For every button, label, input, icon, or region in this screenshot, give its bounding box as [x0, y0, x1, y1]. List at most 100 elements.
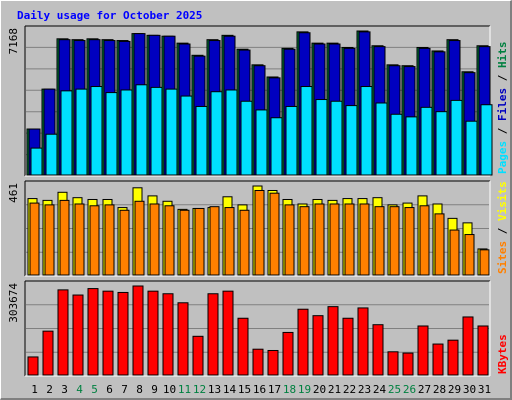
bar-pages: [360, 86, 373, 176]
bar-sites: [89, 205, 100, 276]
legend-separator: /: [496, 121, 509, 141]
bar-sites: [464, 234, 475, 276]
bar-pages: [405, 116, 418, 176]
day-tick-label: 9: [151, 383, 158, 396]
bar-pages: [120, 89, 133, 176]
legend-visits: Visits: [496, 181, 509, 221]
bar-sites: [284, 204, 295, 276]
bar-pages: [240, 100, 253, 176]
y-max-label: 303674: [7, 283, 20, 323]
day-tick-label: 2: [46, 383, 53, 396]
bar-sites: [449, 229, 460, 276]
bar-kbytes: [87, 288, 99, 376]
bar-kbytes: [432, 343, 444, 376]
bar-kbytes: [462, 316, 474, 376]
bar-sites: [329, 203, 340, 276]
day-tick-label: 27: [418, 383, 431, 396]
day-tick-label: 12: [193, 383, 206, 396]
legend-pages: Pages: [496, 141, 509, 174]
bar-pages: [255, 109, 268, 176]
bar-sites: [389, 206, 400, 276]
bar-sites: [419, 205, 430, 276]
bar-pages: [225, 89, 238, 176]
bar-sites: [209, 206, 220, 276]
bar-kbytes: [357, 307, 369, 376]
bar-sites: [374, 206, 385, 276]
day-tick-label: 8: [136, 383, 143, 396]
bar-pages: [390, 113, 403, 176]
legend-separator: /: [496, 221, 509, 241]
bar-kbytes: [102, 290, 114, 376]
day-tick-label: 6: [106, 383, 113, 396]
day-tick-label: 28: [433, 383, 446, 396]
day-tick-label: 5: [91, 383, 98, 396]
legend-kbytes: KBytes: [496, 334, 509, 374]
bar-kbytes: [222, 290, 234, 376]
bar-kbytes: [387, 351, 399, 376]
day-tick-label: 10: [163, 383, 176, 396]
day-tick-label: 30: [463, 383, 476, 396]
bar-pages: [180, 95, 193, 176]
bar-kbytes: [327, 306, 339, 376]
bar-sites: [149, 203, 160, 276]
day-tick-label: 1: [31, 383, 38, 396]
bar-kbytes: [117, 291, 129, 376]
bar-kbytes: [57, 289, 69, 376]
bar-kbytes: [42, 330, 54, 376]
bar-kbytes: [282, 331, 294, 376]
bar-kbytes: [477, 325, 489, 376]
day-tick-label: 29: [448, 383, 461, 396]
bar-sites: [179, 209, 190, 276]
bar-pages: [435, 111, 448, 176]
bar-pages: [270, 117, 283, 176]
day-tick-label: 21: [328, 383, 341, 396]
bar-sites: [164, 205, 175, 276]
day-tick-label: 22: [343, 383, 356, 396]
bar-kbytes: [252, 348, 264, 376]
bar-kbytes: [27, 356, 39, 376]
bar-sites: [269, 192, 280, 276]
legend-files: Files: [496, 88, 509, 121]
day-tick-label: 16: [253, 383, 266, 396]
day-tick-label: 18: [283, 383, 296, 396]
bar-sites: [224, 207, 235, 276]
day-tick-label: 19: [298, 383, 311, 396]
bar-sites: [44, 204, 55, 276]
bar-pages: [210, 91, 223, 176]
y-max-label: 461: [7, 183, 20, 203]
chart-title: Daily usage for October 2025: [17, 9, 202, 22]
bar-pages: [450, 99, 463, 176]
bar-pages: [150, 86, 163, 176]
bar-sites: [29, 202, 40, 276]
bar-pages: [345, 105, 358, 176]
day-tick-label: 15: [238, 383, 251, 396]
bar-sites: [194, 207, 205, 276]
bar-pages: [165, 88, 178, 176]
day-tick-label: 3: [61, 383, 68, 396]
bar-kbytes: [132, 285, 144, 376]
bar-kbytes: [297, 308, 309, 376]
bar-kbytes: [402, 352, 414, 376]
bar-kbytes: [342, 317, 354, 376]
legend-hits: Hits: [496, 42, 509, 69]
bar-sites: [119, 209, 130, 276]
bar-pages: [420, 106, 433, 176]
bar-sites: [299, 206, 310, 276]
legend-visits: Sites / Visits: [496, 181, 509, 274]
bar-pages: [315, 99, 328, 176]
bar-pages: [75, 88, 88, 176]
bar-sites: [239, 209, 250, 276]
bar-kbytes: [207, 293, 219, 376]
bar-kbytes: [72, 294, 84, 376]
day-tick-label: 23: [358, 383, 371, 396]
day-tick-label: 26: [403, 383, 416, 396]
legend-separator: /: [496, 68, 509, 88]
day-tick-label: 14: [223, 383, 237, 396]
day-tick-label: 25: [388, 383, 401, 396]
day-tick-label: 11: [178, 383, 191, 396]
day-tick-label: 4: [76, 383, 83, 396]
bar-pages: [285, 105, 298, 176]
bar-sites: [434, 213, 445, 276]
bar-pages: [90, 86, 103, 176]
